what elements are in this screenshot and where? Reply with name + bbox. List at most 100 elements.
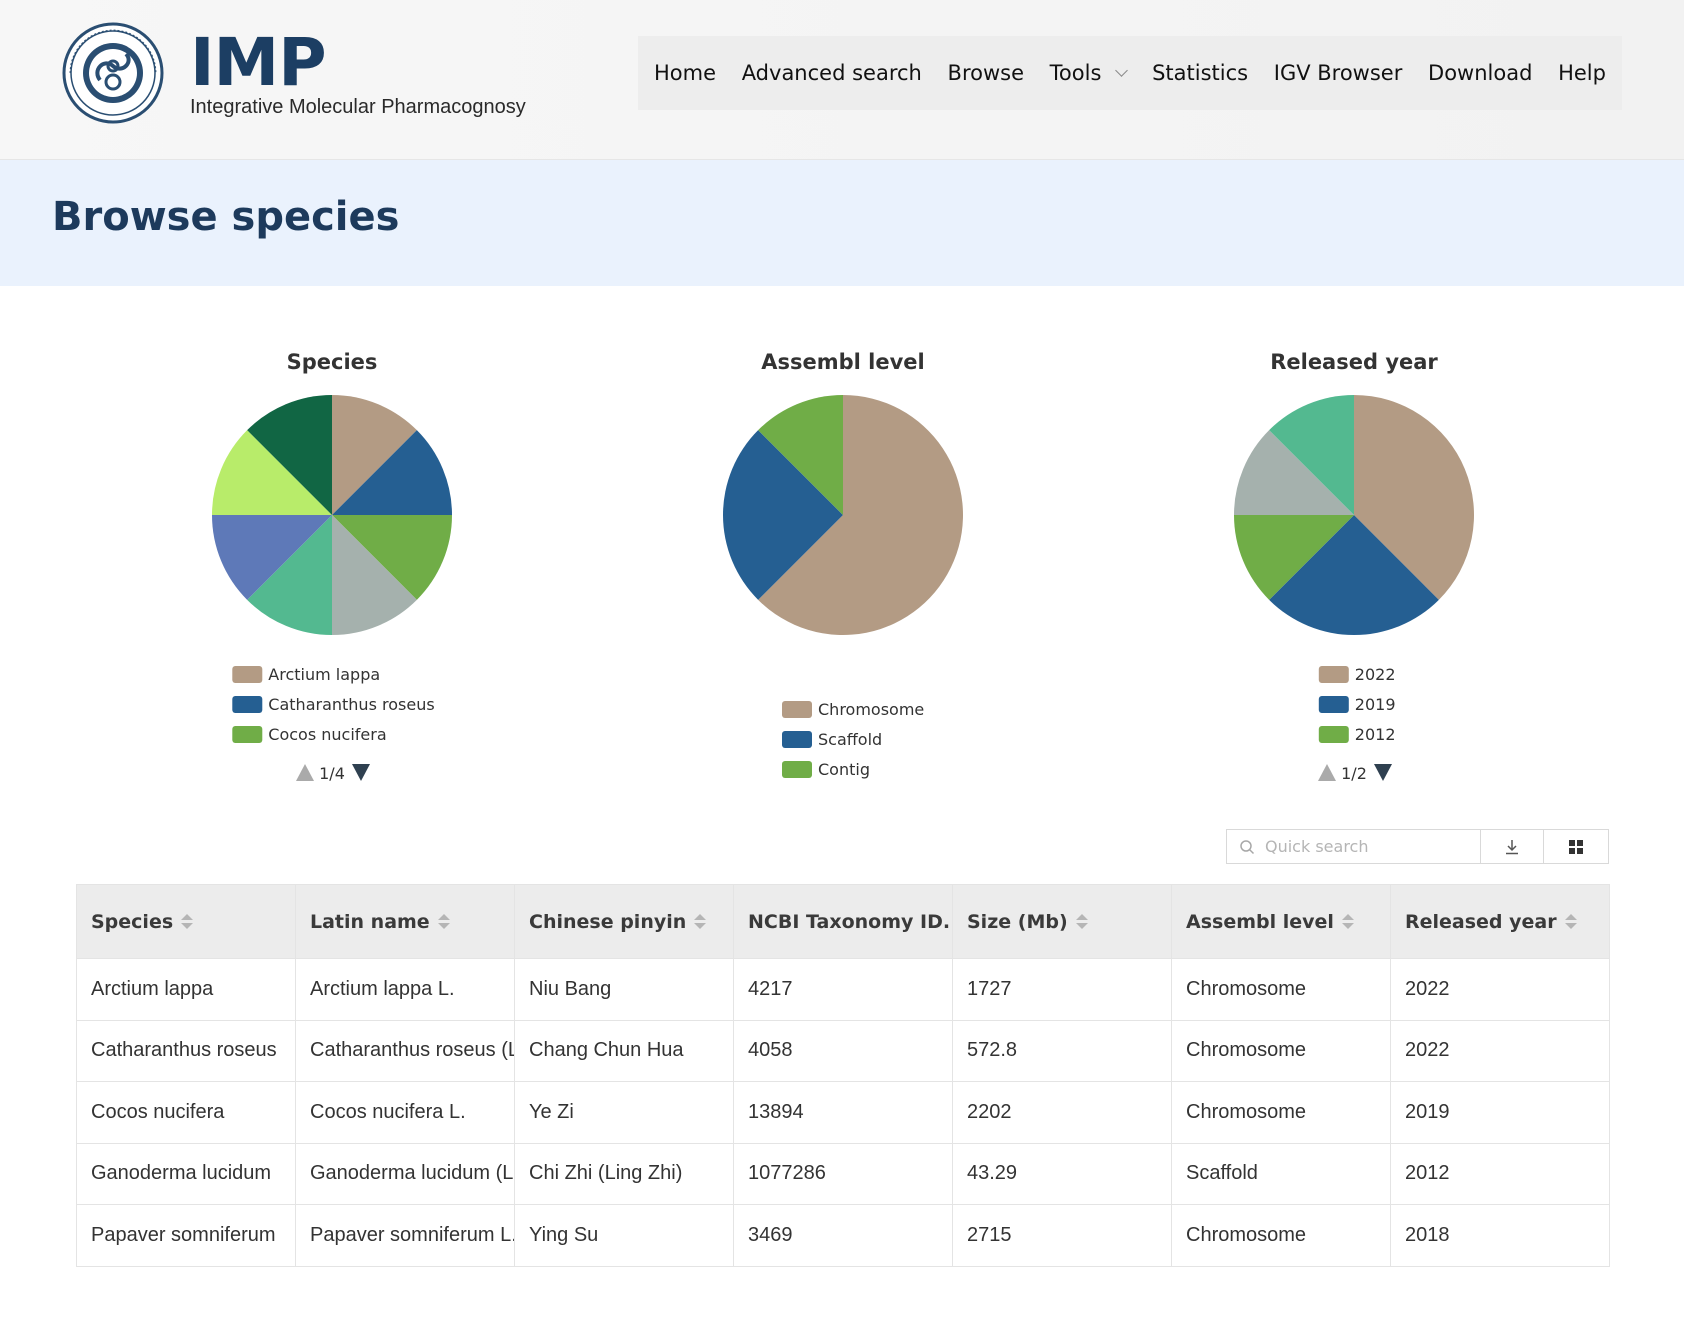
species-pie-slice[interactable]	[212, 515, 332, 600]
taxonomy-id-link[interactable]: 3469	[733, 1204, 953, 1267]
col-latin-name-label: Latin name	[310, 910, 430, 933]
legend-label: Contig	[818, 760, 870, 779]
brand-subtitle: Integrative Molecular Pharmacognosy	[190, 96, 526, 118]
species-pie-slice[interactable]	[332, 430, 452, 515]
sort-icon[interactable]	[1341, 914, 1354, 930]
species-link[interactable]: Catharanthus roseus	[76, 1019, 296, 1082]
species-pie-slice[interactable]	[247, 395, 332, 515]
nav-statistics[interactable]: Statistics	[1152, 61, 1249, 85]
latin-name-cell: Cocos nucifera L.	[295, 1081, 515, 1144]
size-cell: 572.8	[952, 1019, 1172, 1082]
assembl-level-cell: Chromosome	[1171, 1081, 1391, 1144]
title-band: Browse species	[0, 160, 1684, 286]
legend-swatch	[232, 666, 263, 683]
legend-next-page-icon[interactable]	[352, 764, 370, 781]
col-ncbi-taxonomy-id-label: NCBI Taxonomy ID..	[748, 910, 953, 933]
species-link[interactable]: Cocos nucifera	[76, 1081, 296, 1144]
species-table: Species Latin name Chinese pinyin NCBI T…	[76, 884, 1610, 1267]
pinyin-cell: Ying Su	[514, 1204, 734, 1267]
legend-swatch	[232, 696, 263, 713]
col-chinese-pinyin[interactable]: Chinese pinyin	[514, 884, 734, 959]
released-year-pie-slice[interactable]	[1354, 395, 1475, 600]
table-toolbar	[1226, 829, 1609, 864]
col-ncbi-taxonomy-id[interactable]: NCBI Taxonomy ID..	[733, 884, 953, 959]
pinyin-cell: Chi Zhi (Ling Zhi)	[514, 1142, 734, 1205]
nav-download[interactable]: Download	[1428, 61, 1533, 85]
legend-swatch	[782, 731, 812, 748]
nav-browse[interactable]: Browse	[947, 61, 1024, 85]
legend-prev-page-icon[interactable]	[296, 764, 314, 781]
site-logo[interactable]	[62, 22, 164, 124]
table-row: Papaver somniferum Papaver somniferum L.…	[76, 1204, 1610, 1267]
legend-label: Catharanthus roseus	[268, 695, 434, 714]
col-latin-name[interactable]: Latin name	[295, 884, 515, 959]
legend-item[interactable]: Catharanthus roseus	[232, 695, 435, 714]
released-year-pie-slice[interactable]	[1234, 515, 1354, 600]
latin-name-cell: Papaver somniferum L.	[295, 1204, 515, 1267]
legend-next-page-icon[interactable]	[1374, 764, 1392, 781]
released-year-pie-slice[interactable]	[1234, 430, 1354, 515]
taxonomy-id-link[interactable]: 4058	[733, 1019, 953, 1082]
species-pie-slice[interactable]	[247, 515, 332, 635]
taxonomy-id-link[interactable]: 4217	[733, 958, 953, 1021]
species-pie-slice[interactable]	[332, 515, 452, 600]
species-link[interactable]: Papaver somniferum	[76, 1204, 296, 1267]
assembl-level-pie-slice[interactable]	[758, 395, 963, 635]
species-pie-slice[interactable]	[212, 430, 332, 515]
table-row: Catharanthus roseus Catharanthus roseus …	[76, 1019, 1610, 1082]
nav-advanced-search[interactable]: Advanced search	[741, 61, 922, 85]
released-year-chart-title: Released year	[1270, 350, 1438, 374]
search-input[interactable]	[1265, 837, 1465, 856]
nav-home[interactable]: Home	[654, 61, 717, 85]
sort-icon[interactable]	[437, 914, 450, 930]
released-year-pie-slice[interactable]	[1269, 515, 1439, 635]
legend-item[interactable]: 2012	[1318, 725, 1396, 744]
site-header: IMP Integrative Molecular Pharmacognosy …	[0, 0, 1684, 160]
latin-name-cell: Arctium lappa L.	[295, 958, 515, 1021]
size-cell: 2715	[952, 1204, 1172, 1267]
pinyin-cell: Niu Bang	[514, 958, 734, 1021]
legend-item[interactable]: Arctium lappa	[232, 665, 380, 684]
species-link[interactable]: Ganoderma lucidum	[76, 1142, 296, 1205]
legend-item[interactable]: Cocos nucifera	[232, 725, 387, 744]
col-released-year[interactable]: Released year	[1390, 884, 1610, 959]
legend-item[interactable]: 2022	[1318, 665, 1396, 684]
legend-item[interactable]: Chromosome	[782, 700, 924, 719]
col-assembl-level[interactable]: Assembl level	[1171, 884, 1391, 959]
col-species[interactable]: Species	[76, 884, 296, 959]
col-assembl-level-label: Assembl level	[1186, 910, 1334, 933]
legend-item[interactable]: Scaffold	[782, 730, 882, 749]
taxonomy-id-link[interactable]: 13894	[733, 1081, 953, 1144]
species-chart-title: Species	[287, 350, 378, 374]
nav-igv-browser[interactable]: IGV Browser	[1273, 61, 1403, 85]
released-year-pie-slice[interactable]	[1269, 395, 1354, 515]
sort-icon[interactable]	[1564, 914, 1577, 930]
assembl-level-chart-title: Assembl level	[761, 350, 925, 374]
species-pie-slice[interactable]	[332, 515, 417, 635]
pinyin-cell: Ye Zi	[514, 1081, 734, 1144]
species-link[interactable]: Arctium lappa	[76, 958, 296, 1021]
assembl-level-cell: Chromosome	[1171, 958, 1391, 1021]
download-button[interactable]	[1481, 830, 1545, 863]
released-year-cell: 2012	[1390, 1142, 1610, 1205]
assembl-level-pie-slice[interactable]	[758, 395, 843, 515]
chevron-down-icon	[1115, 63, 1129, 77]
sort-icon[interactable]	[694, 914, 707, 930]
sort-icon[interactable]	[1075, 914, 1088, 930]
nav-tools-label: Tools	[1049, 61, 1102, 85]
sort-icon[interactable]	[181, 914, 194, 930]
brand[interactable]: IMP Integrative Molecular Pharmacognosy	[190, 30, 526, 119]
logo-seal-icon	[62, 22, 164, 124]
grid-icon	[1569, 839, 1584, 854]
assembl-level-pie-slice[interactable]	[722, 430, 843, 600]
nav-tools[interactable]: Tools	[1049, 61, 1129, 85]
col-size[interactable]: Size (Mb)	[952, 884, 1172, 959]
nav-help[interactable]: Help	[1558, 61, 1606, 85]
column-layout-button[interactable]	[1544, 830, 1608, 863]
legend-prev-page-icon[interactable]	[1318, 764, 1336, 781]
legend-item[interactable]: 2019	[1318, 695, 1396, 714]
legend-item[interactable]: Contig	[782, 760, 870, 779]
taxonomy-id-link[interactable]: 1077286	[733, 1142, 953, 1205]
species-pie-slice[interactable]	[332, 395, 417, 515]
legend-swatch	[1318, 696, 1349, 713]
